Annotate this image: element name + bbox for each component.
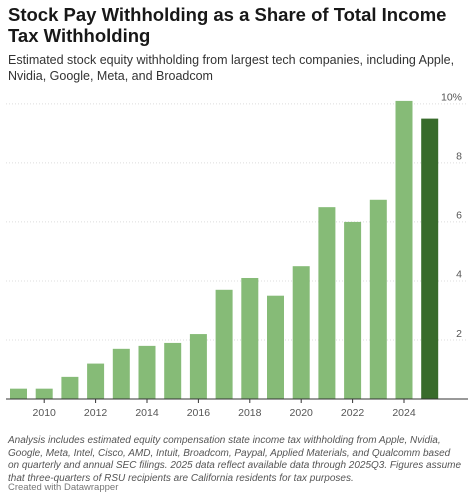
y-tick-label: 4	[456, 269, 462, 281]
x-tick-label: 2022	[341, 407, 365, 419]
bar	[138, 345, 156, 399]
bar	[164, 342, 182, 399]
x-tick-label: 2010	[33, 407, 57, 419]
bar	[61, 376, 79, 399]
y-tick-label: 6	[456, 210, 462, 222]
chart-title: Stock Pay Withholding as a Share of Tota…	[8, 4, 447, 46]
credit: Created with Datawrapper	[8, 482, 119, 493]
y-tick-label: 8	[456, 151, 462, 163]
chart-subtitle: Estimated stock equity withholding from …	[8, 53, 455, 83]
bar	[189, 334, 207, 399]
bar	[112, 348, 130, 399]
x-tick-label: 2018	[238, 407, 262, 419]
bar	[421, 118, 439, 400]
bar	[215, 289, 233, 399]
x-tick-label: 2020	[290, 407, 314, 419]
bar	[318, 207, 336, 399]
bar	[292, 266, 310, 399]
x-tick-label: 2024	[392, 407, 416, 419]
y-tick-label: 2	[456, 328, 462, 340]
bar	[369, 199, 387, 399]
x-tick-label: 2012	[84, 407, 108, 419]
bar	[267, 295, 284, 399]
bar	[35, 388, 53, 399]
x-tick-label: 2014	[135, 407, 159, 419]
bar	[87, 363, 105, 399]
bar	[395, 100, 413, 399]
bar	[241, 277, 259, 399]
x-tick-label: 2016	[187, 407, 211, 419]
bar	[10, 388, 27, 399]
chart: 2 4 6 8 10% 2010 2012 2014 2016 2018 2020 2022 2024	[6, 92, 468, 419]
bar	[344, 221, 362, 399]
y-tick-label: 10%	[441, 92, 462, 104]
notes: Analysis includes estimated equity compe…	[8, 435, 462, 484]
